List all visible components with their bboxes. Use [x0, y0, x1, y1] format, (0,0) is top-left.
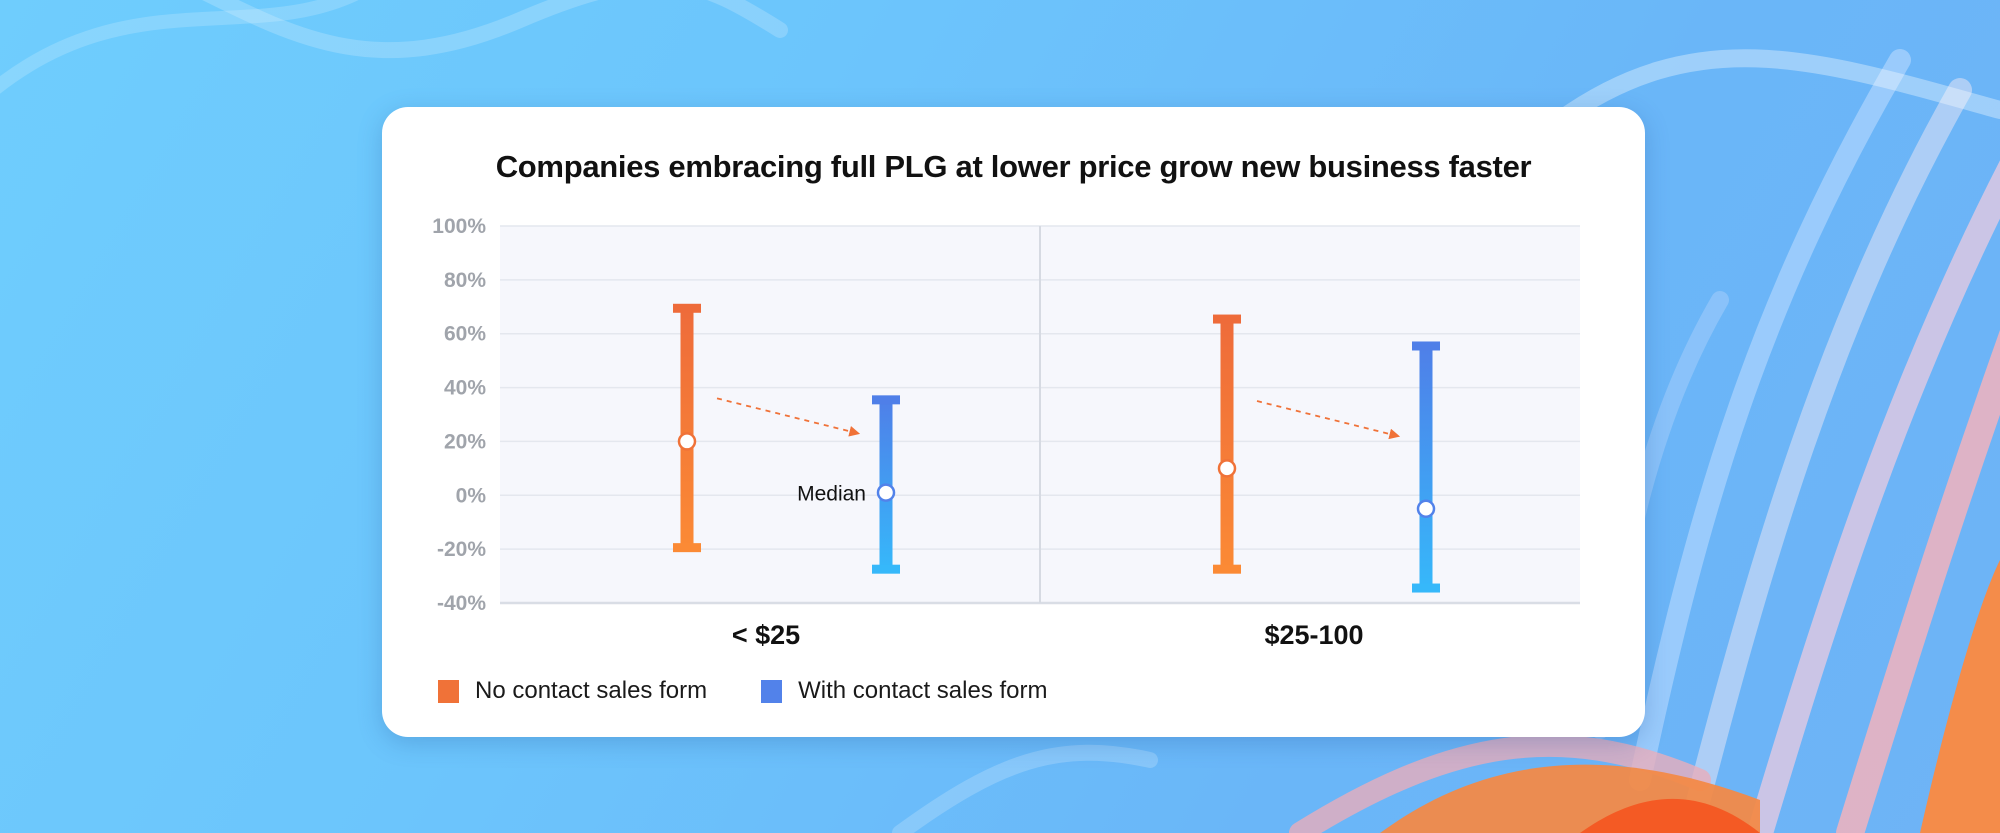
legend-label: No contact sales form — [475, 677, 708, 704]
y-tick-label: 100% — [432, 215, 486, 238]
range-bar-stem — [1419, 344, 1433, 590]
legend-item-no-contact: No contact sales form — [438, 677, 707, 705]
median-point — [1416, 499, 1436, 518]
range-bar — [1412, 341, 1440, 593]
chart-title: Companies embracing full PLG at lower pr… — [495, 149, 1532, 184]
range-bar-cap-bottom — [673, 543, 701, 553]
chart-card: Companies embracing full PLG at lower pr… — [382, 107, 1645, 737]
range-bar-stem — [680, 306, 694, 550]
legend-swatch-orange — [438, 679, 459, 703]
range-bar-cap-top — [1213, 314, 1241, 324]
y-tick-label: 60% — [444, 323, 486, 346]
legend-item-with-contact: With contact sales form — [761, 677, 1048, 705]
y-tick-label: 40% — [444, 377, 486, 400]
dashed-arrow — [1256, 400, 1401, 440]
median-point — [876, 483, 896, 502]
y-tick-label: 20% — [444, 430, 486, 453]
range-chart: 100%80%60%40%20%0%-20%-40% < $25 $25-100 … — [432, 215, 1580, 650]
range-bar-cap-bottom — [1412, 583, 1440, 593]
legend-label: With contact sales form — [798, 677, 1048, 704]
y-tick-label: -20% — [437, 538, 486, 561]
y-tick-label: 0% — [456, 484, 487, 507]
median-point — [1217, 459, 1237, 478]
dashed-arrow — [716, 397, 861, 437]
range-bar-cap-top — [872, 395, 900, 405]
median-point — [677, 432, 697, 451]
range-bar — [673, 303, 701, 553]
x-tick-label: < $25 — [732, 620, 800, 650]
range-bar — [1213, 314, 1241, 574]
median-annotation: Median — [797, 483, 866, 506]
range-bar-cap-bottom — [1213, 564, 1241, 574]
x-tick-label: $25-100 — [1264, 620, 1363, 650]
legend: No contact sales form With contact sales… — [438, 677, 1102, 705]
range-bar-stem — [1220, 317, 1234, 571]
legend-swatch-blue — [761, 679, 783, 703]
range-bar — [872, 395, 900, 574]
range-bar-cap-top — [1412, 341, 1440, 351]
range-bar-cap-top — [673, 303, 701, 313]
y-tick-label: -40% — [437, 592, 486, 615]
y-tick-label: 80% — [444, 269, 486, 292]
range-bar-cap-bottom — [872, 564, 900, 574]
